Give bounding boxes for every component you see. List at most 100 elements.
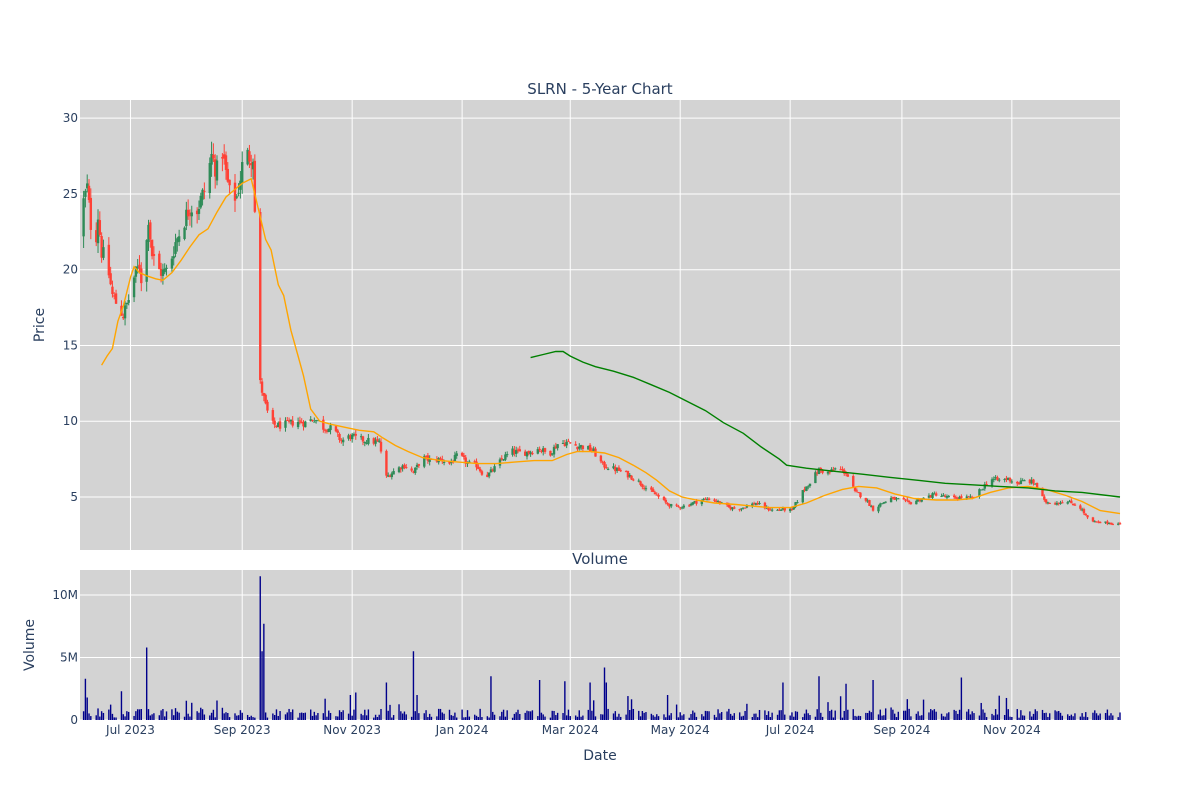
volume-bar (1117, 717, 1119, 720)
candle-body (952, 495, 956, 498)
candle-body (549, 450, 552, 456)
candle-body (1057, 502, 1060, 504)
candle-body (891, 497, 895, 499)
candle-body (895, 498, 898, 500)
volume-bar (456, 717, 458, 720)
candle-body (150, 239, 154, 257)
volume-bar (866, 713, 869, 720)
candle-body (897, 498, 900, 500)
candle-body (870, 506, 873, 508)
volume-bar (677, 717, 680, 720)
candle-body (1044, 499, 1048, 503)
candle-body (241, 162, 244, 184)
volume-bar (140, 709, 142, 720)
candle-body (1010, 481, 1014, 483)
volume-bar (897, 711, 900, 720)
volume-chart-title: Volume (572, 550, 628, 568)
candle-body (403, 464, 406, 468)
candle-body (779, 509, 783, 511)
candle-body (864, 497, 868, 501)
candle-body (624, 471, 628, 473)
volume-bar (587, 709, 589, 720)
candle-body (909, 502, 913, 504)
volume-bar (582, 715, 584, 720)
candle-body (423, 456, 426, 467)
volume-bar (428, 713, 431, 720)
candle-body (113, 295, 116, 297)
volume-bar (865, 712, 867, 720)
candle-body (733, 507, 736, 509)
candle-body (958, 496, 961, 500)
candle-body (563, 443, 567, 447)
volume-bar (542, 714, 544, 720)
candle-body (700, 500, 704, 505)
volume-bar (347, 713, 350, 720)
volume-bar (701, 714, 703, 720)
volume-bar (670, 713, 672, 720)
candle-body (1068, 501, 1071, 503)
volume-bar (263, 623, 265, 720)
candle-body (540, 450, 543, 452)
candle-body (374, 440, 377, 444)
candle-body (1028, 479, 1032, 484)
candle-body (336, 430, 339, 433)
candle-body (109, 273, 112, 285)
candle-body (201, 189, 204, 200)
volume-bar (174, 708, 177, 720)
volume-tick-label: 10M (52, 588, 78, 602)
candle-body (190, 212, 193, 217)
volume-bar (237, 715, 240, 720)
candle-body (114, 293, 118, 304)
candle-body (111, 286, 114, 295)
volume-bar (1095, 713, 1098, 720)
candle-body (197, 208, 201, 214)
volume-bar (90, 716, 92, 720)
candle-body (1111, 524, 1114, 526)
volume-bar (322, 713, 325, 720)
volume-bar (286, 712, 288, 720)
volume-bar (147, 709, 150, 720)
volume-bar (506, 710, 508, 720)
volume-bar (607, 708, 609, 720)
candle-body (947, 496, 950, 498)
candle-body (552, 446, 556, 455)
volume-bar (227, 712, 229, 720)
candle-body (752, 503, 756, 505)
volume-bar (870, 712, 872, 720)
volume-bar (441, 712, 443, 720)
volume-bar (468, 716, 471, 720)
volume-bar (574, 715, 577, 720)
volume-bar (625, 714, 627, 720)
volume-bar (252, 717, 254, 720)
candle-body (783, 507, 786, 511)
volume-bar (126, 711, 128, 720)
candle-body (866, 500, 869, 502)
volume-bar (391, 717, 393, 720)
candle-body (603, 462, 606, 468)
candle-body (781, 507, 785, 510)
volume-bar (1086, 717, 1089, 720)
volume-bar (852, 709, 854, 720)
volume-bar (189, 716, 191, 720)
candle-body (424, 456, 428, 458)
candle-body (929, 495, 932, 498)
volume-bar (602, 714, 604, 720)
candle-body (918, 499, 922, 502)
volume-bar (502, 709, 505, 720)
candle-body (199, 195, 202, 208)
candle-body (628, 474, 631, 477)
candle-body (95, 230, 98, 243)
candle-body (195, 210, 199, 215)
candle-body (904, 499, 907, 501)
volume-bar (430, 716, 433, 720)
candle-body (1046, 502, 1050, 504)
volume-bar (115, 717, 117, 720)
volume-bar (203, 714, 206, 720)
candle-body (511, 448, 514, 455)
candle-body (852, 475, 855, 487)
volume-bar (1059, 712, 1062, 720)
candle-body (915, 500, 918, 505)
volume-bar (349, 695, 352, 720)
candle-body (152, 254, 156, 256)
volume-bar (591, 710, 593, 720)
